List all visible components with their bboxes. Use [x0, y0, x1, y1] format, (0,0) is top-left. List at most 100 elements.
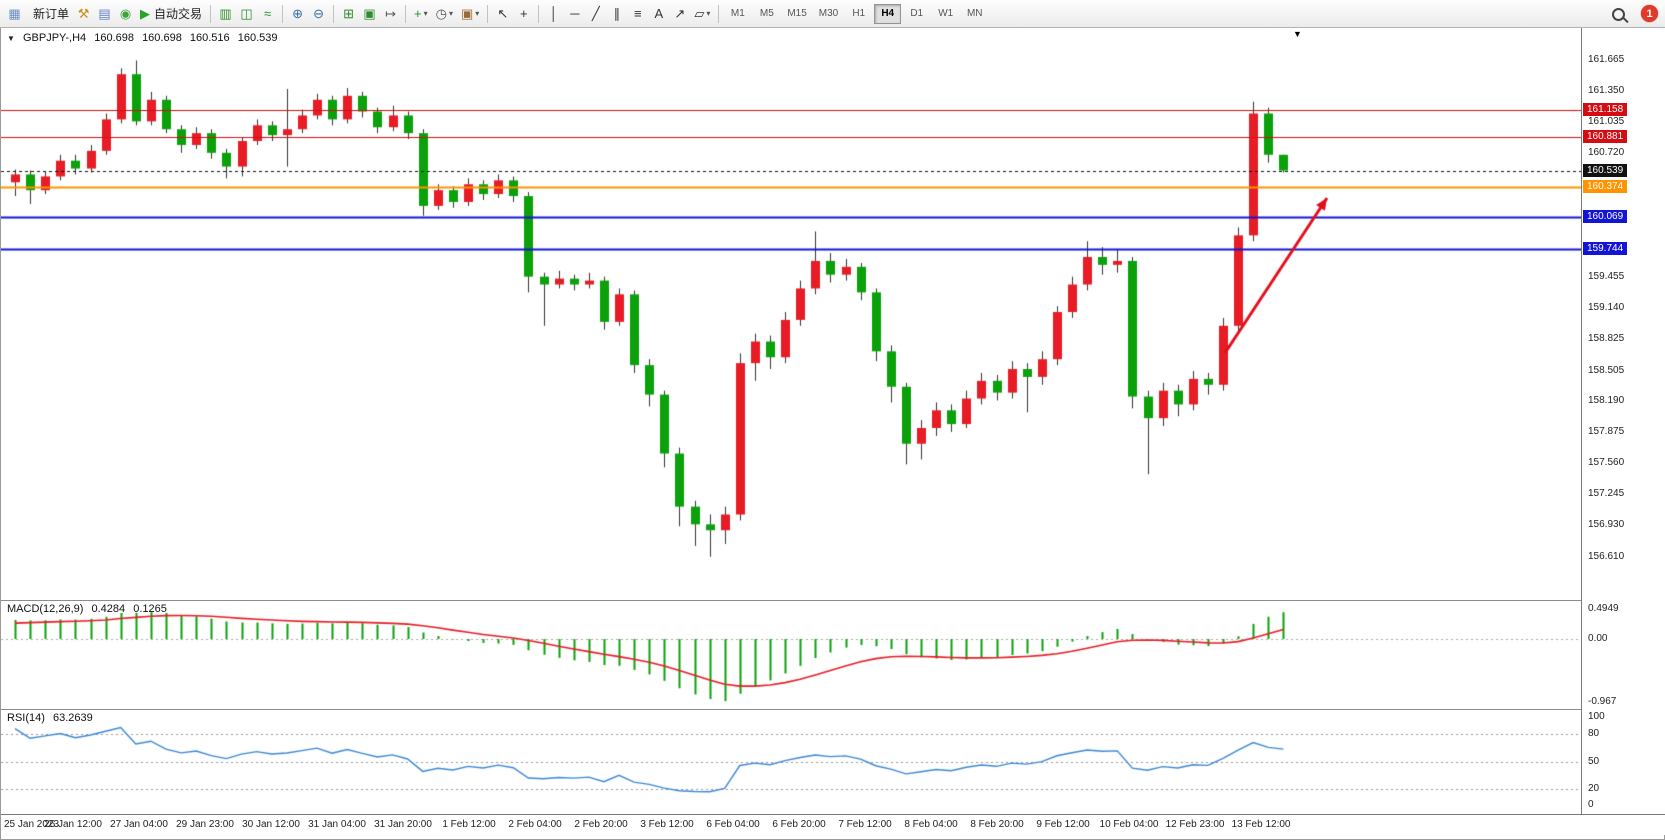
price-tick: 158.505	[1588, 364, 1625, 376]
community-icon[interactable]: ◉	[115, 3, 136, 25]
chart-window: ▼ GBPJPY-,H4 160.698 160.698 160.516 160…	[0, 28, 1665, 840]
autotrading-button[interactable]: ▶ 自动交易	[136, 3, 206, 25]
timeframe-m5[interactable]: M5	[753, 4, 780, 24]
line-chart-icon[interactable]: ≈	[257, 3, 278, 25]
ohlc-close: 160.539	[237, 32, 278, 44]
price-tick: 159.455	[1588, 271, 1625, 283]
chart-shift-icon: ↦	[385, 5, 396, 21]
chart-shift-marker[interactable]: ▼	[1293, 29, 1302, 39]
shapes-icon[interactable]: ▱ ▾	[690, 3, 714, 25]
period-icon: ◷	[435, 5, 447, 21]
rsi-panel-canvas[interactable]	[1, 710, 1581, 813]
rsi-header: RSI(14) 63.2639	[7, 712, 98, 724]
toolbar-separator	[210, 4, 212, 23]
price-axis[interactable]: 161.665 161.350 161.035 160.720 159.455 159.1…	[1581, 28, 1665, 814]
autotrading-button-label: 自动交易	[154, 7, 203, 21]
zoom-out-icon[interactable]: ⊖	[308, 3, 329, 25]
add-indicator-icon-dropdown-arrow[interactable]: ▾	[423, 9, 428, 18]
price-badge: 161.158	[1583, 102, 1628, 116]
trendline-icon[interactable]: ╱	[585, 3, 606, 25]
notification-badge[interactable]: 1	[1641, 5, 1658, 22]
time-axis[interactable]: 25 Jan 2023 26 Jan 12:00 27 Jan 04:00 29 Ja…	[1, 814, 1665, 835]
crosshair-icon[interactable]: +	[513, 3, 534, 25]
ohlc-high: 160.698	[142, 32, 182, 44]
one-click-trading-arrow-icon[interactable]: ▼	[7, 34, 15, 43]
template-icon[interactable]: ▣ ▾	[457, 3, 483, 25]
cursor-icon[interactable]: ↖	[492, 3, 513, 25]
shapes-icon: ▱	[694, 5, 705, 21]
timeframe-m15[interactable]: M15	[782, 4, 811, 24]
time-label: 31 Jan 20:00	[374, 819, 432, 830]
charts-window-icon: ▤	[98, 5, 111, 21]
add-indicator-icon: +	[414, 6, 422, 21]
price-badge: 160.374	[1583, 179, 1628, 193]
fibonacci-icon: ≡	[634, 6, 642, 21]
horizontal-line-icon[interactable]: ─	[564, 3, 585, 25]
time-label: 2 Feb 04:00	[508, 819, 562, 830]
shapes-icon-dropdown-arrow[interactable]: ▾	[706, 9, 711, 18]
crosshair-icon: +	[520, 6, 528, 21]
time-label: 1 Feb 12:00	[442, 819, 496, 830]
arrows-icon: ↗	[674, 5, 686, 21]
time-label: 6 Feb 20:00	[772, 819, 826, 830]
auto-arrange-icon[interactable]: ▣	[359, 3, 380, 25]
toolbar-separator	[282, 4, 284, 23]
timeframe-h4[interactable]: H4	[874, 3, 902, 24]
price-badge: 160.069	[1583, 209, 1628, 223]
price-badge: 160.881	[1583, 129, 1628, 143]
timeframe-m30[interactable]: M30	[814, 4, 843, 24]
timeframe-d1[interactable]: D1	[903, 4, 930, 24]
timeframe-w1[interactable]: W1	[932, 4, 959, 24]
vertical-line-icon[interactable]: │	[543, 3, 564, 25]
time-label: 7 Feb 12:00	[838, 819, 892, 830]
period-icon[interactable]: ◷ ▾	[432, 3, 457, 25]
vertical-line-icon: │	[549, 6, 558, 21]
price-tick: 157.560	[1588, 457, 1625, 469]
time-label: 26 Jan 12:00	[44, 819, 102, 830]
macd-panel-canvas[interactable]	[1, 601, 1581, 709]
bar-chart-icon[interactable]: ▥	[215, 3, 236, 25]
tile-windows-icon[interactable]: ⊞	[338, 3, 359, 25]
bar-chart-icon: ▥	[219, 5, 232, 21]
panel-separator[interactable]	[1, 600, 1665, 601]
timeframe-mn[interactable]: MN	[961, 4, 988, 24]
ohlc-open: 160.698	[94, 32, 134, 44]
template-icon: ▣	[461, 5, 474, 21]
fibonacci-icon[interactable]: ≡	[627, 3, 648, 25]
channel-icon[interactable]: ∥	[606, 3, 627, 25]
macd-header: MACD(12,26,9) 0.4284 0.1265	[7, 603, 172, 615]
timeframe-m1[interactable]: M1	[724, 4, 751, 24]
charts-window-icon[interactable]: ▤	[94, 3, 115, 25]
symbol-title: GBPJPY-,H4	[22, 32, 87, 44]
time-label: 29 Jan 23:00	[176, 819, 234, 830]
period-icon-dropdown-arrow[interactable]: ▾	[448, 9, 453, 18]
channel-icon: ∥	[613, 5, 621, 21]
auto-arrange-icon: ▣	[363, 5, 376, 21]
template-icon-dropdown-arrow[interactable]: ▾	[475, 9, 480, 18]
cursor-icon: ↖	[497, 5, 509, 21]
terminal-icon[interactable]: ▦	[4, 3, 25, 25]
rsi-axis-label: 100	[1588, 711, 1605, 722]
zoom-in-icon[interactable]: ⊕	[287, 3, 308, 25]
text-icon[interactable]: A	[648, 3, 669, 25]
rsi-axis-label: 20	[1588, 783, 1600, 795]
main-chart-canvas[interactable]	[1, 28, 1581, 600]
time-label: 8 Feb 20:00	[970, 819, 1024, 830]
zoom-out-icon: ⊖	[313, 5, 324, 21]
timeframe-h1[interactable]: H1	[845, 4, 872, 24]
panel-separator[interactable]	[1, 709, 1665, 710]
price-tick: 156.930	[1588, 519, 1625, 531]
rsi-axis-label: 0	[1588, 799, 1594, 810]
rsi-value: 63.2639	[52, 712, 93, 724]
price-tick: 157.245	[1588, 488, 1625, 500]
toolbar-separator	[538, 4, 540, 23]
toolbar-separator	[487, 4, 489, 23]
chart-shift-icon[interactable]: ↦	[380, 3, 401, 25]
search-icon[interactable]	[1612, 8, 1625, 21]
candlestick-icon[interactable]: ◫	[236, 3, 257, 25]
new-order-button[interactable]: 新订单	[25, 3, 73, 25]
zoom-in-icon: ⊕	[292, 5, 303, 21]
add-indicator-icon[interactable]: + ▾	[410, 3, 432, 25]
arrows-icon[interactable]: ↗	[669, 3, 690, 25]
hammer-icon[interactable]: ⚒	[73, 3, 94, 25]
